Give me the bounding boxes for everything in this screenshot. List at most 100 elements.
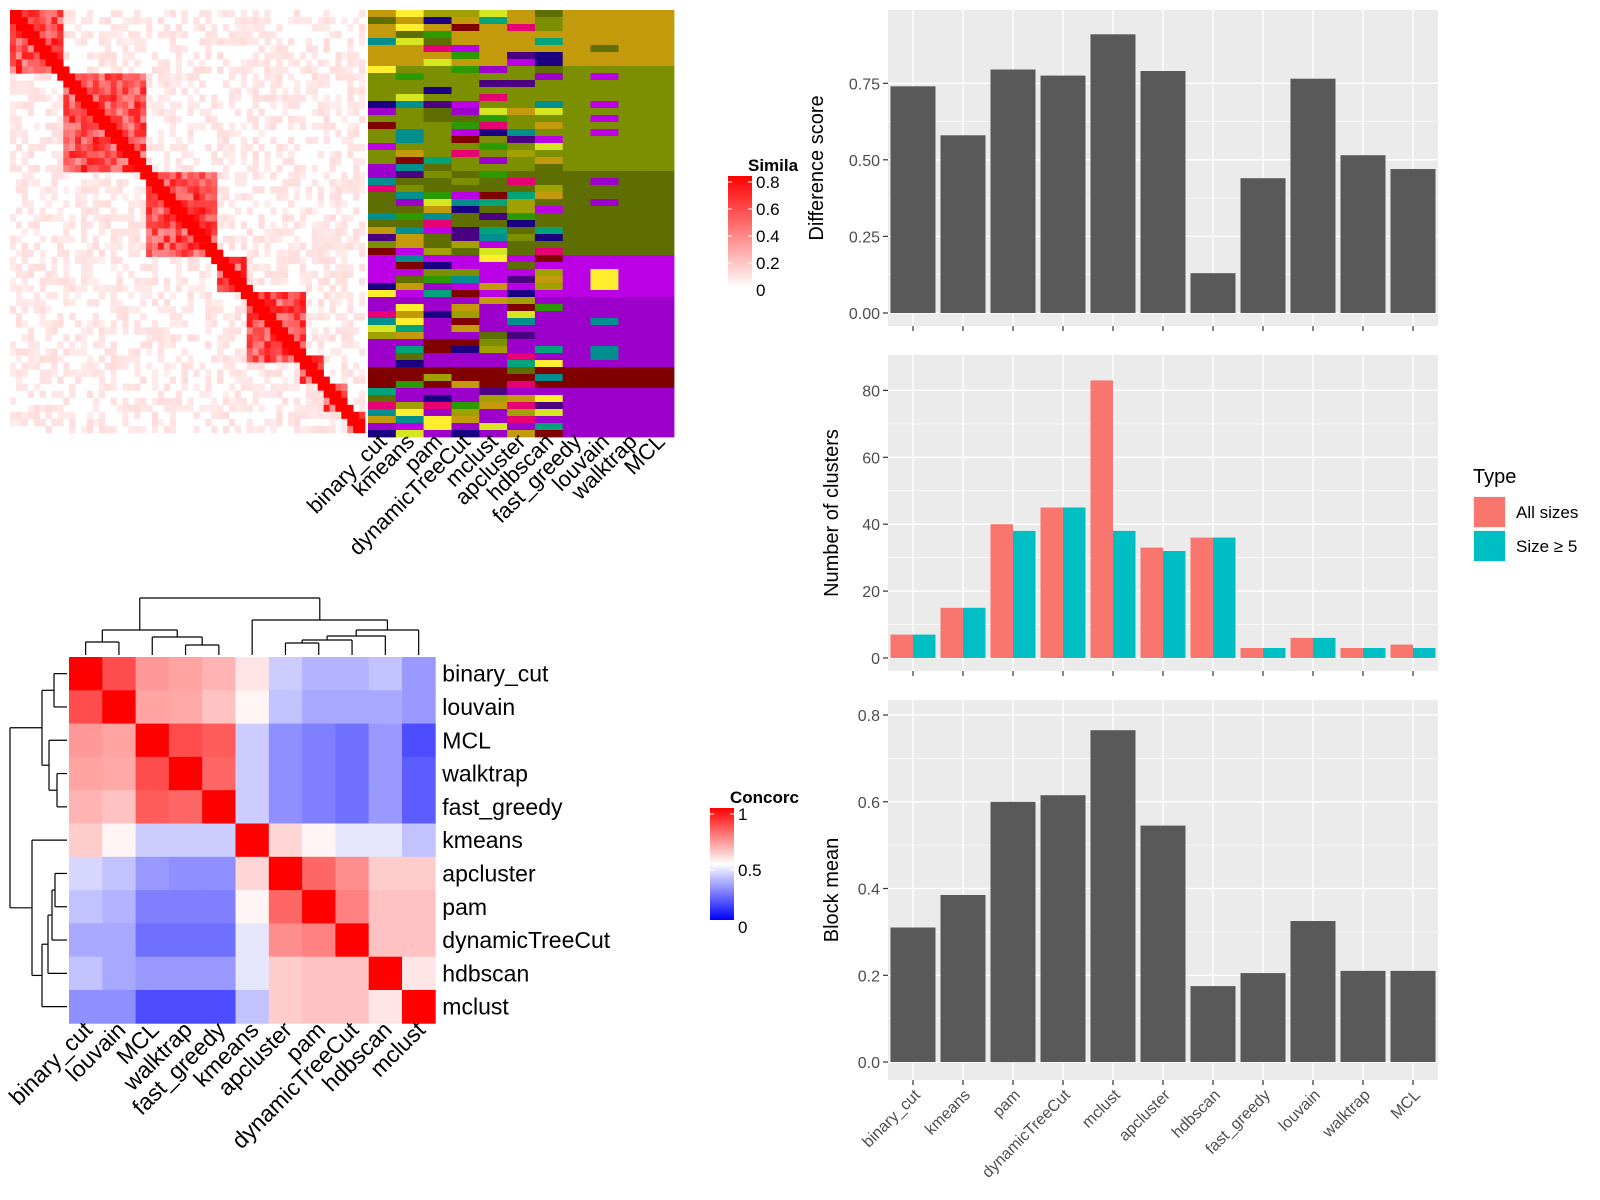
- similarity-cell: [240, 31, 247, 39]
- similarity-cell: [152, 193, 159, 201]
- similarity-cell: [317, 24, 324, 32]
- similarity-cell: [122, 418, 129, 427]
- similarity-cell: [69, 313, 76, 321]
- similarity-cell: [33, 59, 40, 67]
- similarity-cell: [246, 59, 253, 67]
- similarity-cell: [45, 108, 52, 116]
- membership-cell: [534, 59, 564, 67]
- similarity-cell: [217, 263, 224, 272]
- similarity-cell: [15, 87, 23, 95]
- membership-cell: [534, 269, 564, 277]
- similarity-cell: [57, 45, 64, 53]
- similarity-cell: [134, 172, 141, 180]
- similarity-cell: [294, 327, 301, 335]
- membership-cell: [534, 94, 564, 102]
- similarity-cell: [305, 87, 312, 95]
- similarity-cell: [27, 327, 34, 335]
- similarity-cell: [223, 24, 230, 32]
- membership-cell: [368, 304, 397, 312]
- membership-cell: [395, 94, 424, 102]
- membership-cell: [368, 388, 397, 396]
- similarity-cell: [146, 143, 153, 152]
- similarity-cell: [128, 242, 135, 250]
- membership-cell: [423, 157, 452, 165]
- similarity-cell: [110, 24, 117, 32]
- similarity-cell: [15, 235, 23, 243]
- similarity-cell: [92, 143, 99, 152]
- similarity-cell: [240, 292, 247, 300]
- similarity-cell: [228, 158, 236, 166]
- similarity-cell: [223, 362, 230, 370]
- concordance-cell: [69, 890, 103, 924]
- membership-cell: [590, 185, 619, 193]
- similarity-cell: [252, 52, 259, 60]
- similarity-cell: [81, 80, 88, 88]
- membership-cell: [368, 269, 397, 277]
- similarity-cell: [270, 390, 277, 398]
- similarity-cell: [258, 362, 265, 370]
- membership-cell: [562, 255, 591, 263]
- similarity-cell: [217, 348, 224, 356]
- similarity-cell: [258, 313, 265, 321]
- membership-cell: [395, 108, 424, 116]
- membership-cell: [618, 59, 647, 67]
- similarity-cell: [211, 151, 218, 159]
- similarity-cell: [169, 129, 176, 138]
- similarity-cell: [341, 228, 348, 236]
- membership-cell: [395, 115, 424, 123]
- membership-cell: [451, 395, 480, 403]
- membership-cell: [562, 52, 591, 60]
- similarity-cell: [252, 158, 259, 166]
- similarity-cell: [134, 17, 141, 25]
- membership-cell: [479, 94, 508, 102]
- similarity-cell: [81, 425, 88, 434]
- similarity-cell: [317, 200, 324, 208]
- membership-cell: [423, 185, 452, 193]
- similarity-cell: [228, 320, 236, 328]
- similarity-cell: [45, 10, 52, 18]
- similarity-cell: [353, 52, 360, 60]
- similarity-cell: [294, 369, 301, 377]
- membership-cell: [562, 290, 591, 298]
- similarity-cell: [27, 411, 34, 420]
- membership-cell: [618, 402, 647, 410]
- similarity-cell: [134, 151, 141, 159]
- similarity-cell: [311, 425, 318, 434]
- similarity-cell: [199, 270, 206, 279]
- similarity-cell: [21, 38, 28, 46]
- similarity-cell: [75, 376, 82, 384]
- similarity-cell: [122, 80, 129, 88]
- membership-cell: [368, 157, 397, 165]
- similarity-cell: [228, 242, 236, 250]
- similarity-cell: [323, 256, 330, 265]
- concordance-colorbar: [710, 808, 734, 920]
- similarity-cell: [39, 10, 46, 18]
- similarity-cell: [163, 369, 170, 377]
- similarity-cell: [240, 263, 247, 272]
- membership-cell: [534, 290, 564, 298]
- similarity-cell: [33, 348, 40, 356]
- similarity-cell: [294, 397, 301, 406]
- membership-cell: [534, 297, 564, 305]
- similarity-cell: [264, 38, 271, 46]
- similarity-legend-tick: 0.4: [756, 227, 780, 246]
- similarity-cell: [359, 186, 366, 194]
- similarity-cell: [169, 80, 176, 88]
- similarity-cell: [359, 418, 366, 427]
- similarity-cell: [264, 228, 271, 236]
- similarity-cell: [329, 122, 336, 131]
- similarity-cell: [234, 425, 241, 434]
- similarity-cell: [205, 221, 212, 229]
- similarity-cell: [163, 306, 170, 314]
- bar: [1090, 730, 1136, 1062]
- similarity-cell: [234, 263, 241, 272]
- similarity-cell: [116, 151, 123, 159]
- similarity-cell: [317, 151, 324, 159]
- similarity-cell: [270, 73, 277, 81]
- similarity-cell: [299, 425, 307, 434]
- similarity-cell: [75, 73, 82, 81]
- similarity-cell: [347, 411, 354, 420]
- similarity-cell: [264, 165, 271, 173]
- membership-cell: [423, 381, 452, 389]
- membership-cell: [562, 248, 591, 256]
